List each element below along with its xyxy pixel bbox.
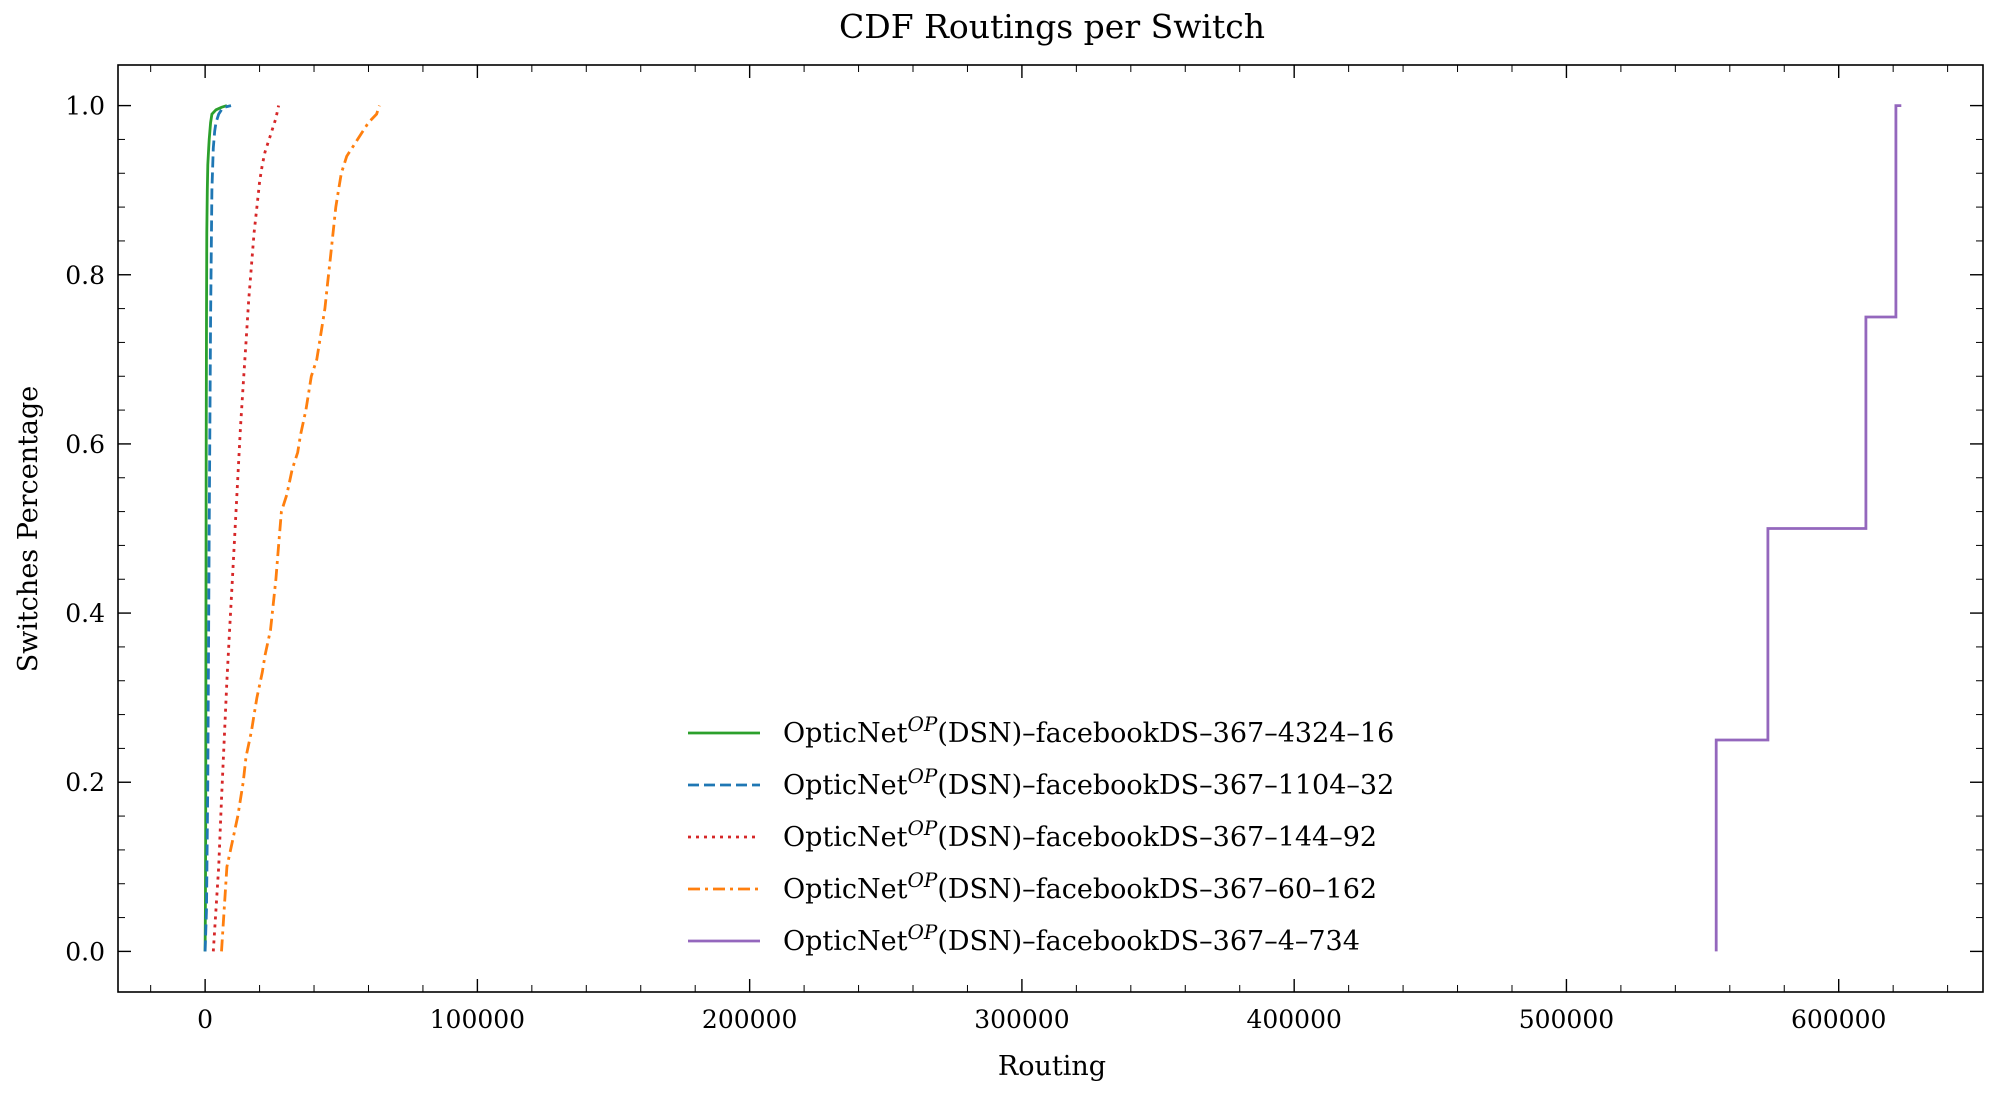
series-line-5: [1714, 104, 1902, 952]
y-axis-label: Switches Percentage: [13, 386, 44, 673]
legend-label: OpticNetOP(DSN)–facebookDS–367–1104–32: [783, 764, 1394, 801]
plot-area: 0 100000 200000 300000 400000 500000 600000 0.0…: [65, 64, 1984, 1034]
legend-label-sup: OP: [907, 816, 937, 840]
series-line-4: [220, 105, 381, 952]
x-tick-label: 200000: [702, 1005, 797, 1034]
legend-entry-1: OpticNetOP(DSN)–facebookDS–367–4324–16: [688, 712, 1394, 749]
series-line-1: [203, 104, 228, 952]
legend-label-sup: OP: [907, 868, 937, 892]
plot-frame: [117, 64, 1984, 993]
legend-entry-3: OpticNetOP(DSN)–facebookDS–367–144–92: [688, 816, 1377, 853]
legend-label: OpticNetOP(DSN)–facebookDS–367–144–92: [783, 816, 1377, 853]
legend-label: OpticNetOP(DSN)–facebookDS–367–4324–16: [783, 712, 1394, 749]
y-tick-label: 0.0: [65, 937, 105, 966]
y-tick-label: 0.8: [65, 261, 105, 290]
legend-label-prefix: OpticNet: [783, 874, 908, 905]
legend-label: OpticNetOP(DSN)–facebookDS–367–4–734: [783, 920, 1360, 957]
y-tick-label: 0.4: [65, 599, 105, 628]
x-tick-label: 300000: [974, 1005, 1069, 1034]
series-line-3: [211, 105, 280, 952]
x-tick-label: 500000: [1519, 1005, 1614, 1034]
y-tick-label: 1.0: [65, 92, 105, 121]
legend-entry-4: OpticNetOP(DSN)–facebookDS–367–60–162: [688, 868, 1377, 905]
x-tick-label: 100000: [430, 1005, 525, 1034]
x-tick-label: 0: [197, 1005, 213, 1034]
legend-label-sup: OP: [907, 764, 937, 788]
chart-title: CDF Routings per Switch: [839, 7, 1265, 46]
legend-label-prefix: OpticNet: [783, 926, 908, 957]
legend-label-prefix: OpticNet: [783, 718, 908, 749]
legend-label-suffix: (DSN)–facebookDS–367–144–92: [937, 822, 1377, 853]
legend-label-sup: OP: [907, 920, 937, 944]
x-tick-label: 600000: [1791, 1005, 1886, 1034]
legend-entry-5: OpticNetOP(DSN)–facebookDS–367–4–734: [688, 920, 1360, 957]
legend-label-prefix: OpticNet: [783, 770, 908, 801]
legend: OpticNetOP(DSN)–facebookDS–367–4324–16Op…: [688, 712, 1394, 957]
legend-label-prefix: OpticNet: [783, 822, 908, 853]
legend-label-suffix: (DSN)–facebookDS–367–1104–32: [937, 770, 1394, 801]
x-axis-label: Routing: [998, 1051, 1106, 1082]
legend-label: OpticNetOP(DSN)–facebookDS–367–60–162: [783, 868, 1377, 905]
x-tick-label: 400000: [1246, 1005, 1341, 1034]
y-tick-label: 0.2: [65, 768, 105, 797]
series-line-2: [203, 104, 232, 952]
y-tick-label: 0.6: [65, 430, 105, 459]
legend-label-suffix: (DSN)–facebookDS–367–4–734: [937, 926, 1360, 957]
legend-label-sup: OP: [907, 712, 937, 736]
legend-label-suffix: (DSN)–facebookDS–367–60–162: [937, 874, 1377, 905]
legend-label-suffix: (DSN)–facebookDS–367–4324–16: [937, 718, 1394, 749]
legend-entry-2: OpticNetOP(DSN)–facebookDS–367–1104–32: [688, 764, 1394, 801]
